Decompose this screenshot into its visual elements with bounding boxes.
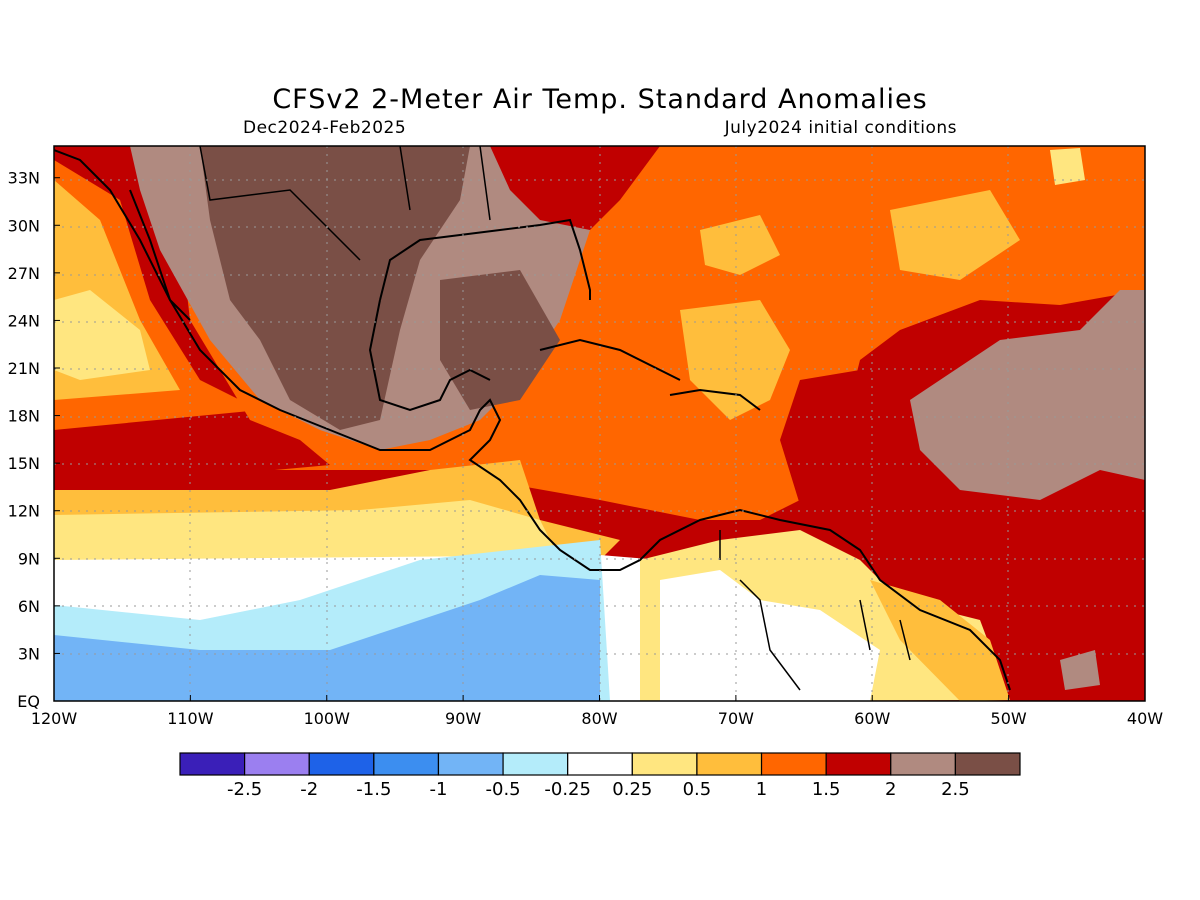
band-gt2p5-gulf: [440, 270, 560, 410]
lat-label: EQ: [17, 692, 40, 711]
lat-label: 6N: [18, 597, 40, 616]
colorbar-label: 1.5: [812, 779, 841, 800]
lat-label: 18N: [8, 407, 40, 426]
colorbar-label: 2: [885, 779, 896, 800]
lon-label: 70W: [718, 709, 754, 728]
country-borders: [719, 530, 911, 691]
lon-label: 100W: [304, 709, 351, 728]
lat-label: 3N: [18, 644, 40, 663]
colorbar-label: 0.25: [612, 779, 652, 800]
colorbar-swatch: [760, 752, 827, 776]
baja-coast: [129, 189, 191, 321]
east-atlantic-brown: [910, 290, 1145, 500]
lat-label: 27N: [8, 264, 40, 283]
colorbar-label: -2: [300, 779, 318, 800]
lon-label: 50W: [991, 709, 1027, 728]
band-2-caribbean: [780, 370, 880, 520]
anomaly-field: [54, 146, 1145, 701]
colorbar-label: -1: [429, 779, 447, 800]
lon-label: 80W: [581, 709, 617, 728]
band-gt2p5: [200, 146, 470, 430]
colorbar-swatch: [631, 752, 698, 776]
colorbar-label: 0.5: [683, 779, 712, 800]
hispaniola-outline: [669, 388, 761, 411]
colorbar-label: -0.5: [486, 779, 521, 800]
lat-label: 9N: [18, 549, 40, 568]
cuba-outline: [539, 338, 681, 381]
south-atlantic-brown: [1060, 650, 1100, 690]
lat-label: 24N: [8, 311, 40, 330]
colorbar-swatch: [890, 752, 956, 776]
band-0p5: [54, 500, 560, 560]
se-us-red: [490, 146, 660, 230]
lat-label: 12N: [8, 502, 40, 521]
lon-label: 110W: [167, 709, 214, 728]
colorbar-label: -0.25: [544, 779, 591, 800]
colorbar-label: 2.5: [941, 779, 970, 800]
atlantic-amber-2: [890, 190, 1020, 280]
lon-label: 60W: [854, 709, 890, 728]
latitude-axis: 33N 30N 27N 24N 21N 18N 15N 12N 9N 6N 3N EQ: [8, 169, 60, 711]
lat-label: 33N: [8, 169, 40, 188]
grid: [54, 146, 1145, 701]
colorbar-swatch: [825, 752, 892, 776]
colorbar-swatch: [954, 752, 1021, 776]
colorbar-swatch: [179, 752, 246, 776]
lon-label: 120W: [31, 709, 78, 728]
lon-label: 90W: [445, 709, 481, 728]
map-title: CFSv2 2-Meter Air Temp. Standard Anomali…: [272, 84, 928, 115]
colorbar-label: 1: [756, 779, 767, 800]
coastline: [54, 149, 1011, 691]
lat-label: 15N: [8, 454, 40, 473]
sa-neutral: [660, 570, 880, 701]
pacific-yellow: [54, 290, 150, 380]
lat-label: 30N: [8, 216, 40, 235]
colorbar-label: -2.5: [227, 779, 262, 800]
us-state-borders: [199, 146, 491, 261]
colorbar-swatch: [308, 752, 375, 776]
colorbar-label: -1.5: [356, 779, 391, 800]
atlantic-yellow: [1050, 148, 1085, 185]
colorbar-swatch: [696, 752, 763, 776]
forecast-period: Dec2024-Feb2025: [243, 118, 407, 138]
colorbar-swatch: [502, 752, 569, 776]
colorbar-swatch: [567, 752, 633, 776]
colorbar-swatch: [244, 752, 310, 776]
yucatan-coast: [368, 299, 491, 412]
lon-label: 40W: [1127, 709, 1163, 728]
colorbar: -2.5 -2 -1.5 -1 -0.5 -0.25 0.25 0.5 1 1.5 2 2.5: [179, 752, 1021, 800]
colorbar-swatch: [373, 752, 440, 776]
longitude-axis: 120W 110W 100W 90W 80W 70W 60W 50W 40W: [31, 695, 1163, 728]
lat-label: 21N: [8, 359, 40, 378]
atlantic-amber-1: [700, 215, 780, 275]
sa-amber: [870, 580, 1010, 701]
colorbar-swatch: [437, 752, 504, 776]
initial-conditions: July2024 initial conditions: [724, 118, 957, 138]
